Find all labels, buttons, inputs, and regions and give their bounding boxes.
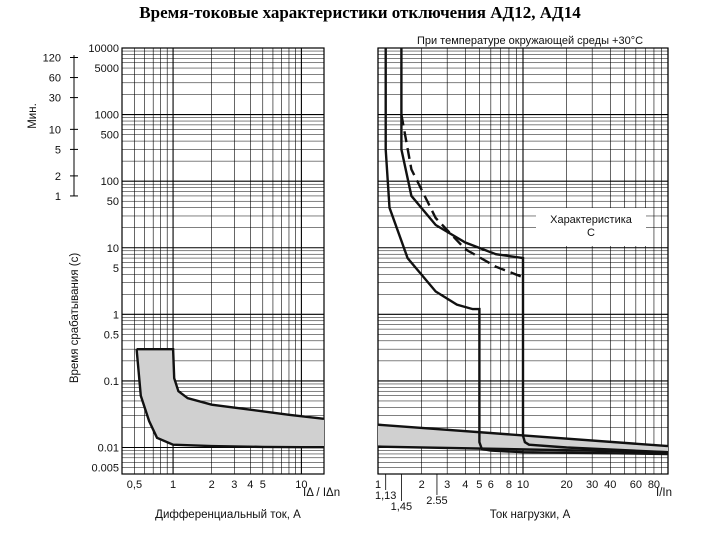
right-tick-labels: 1 2 3 4 5 6 8 10 20 30 40 60 80 1,131,45 2.55 <box>375 474 660 513</box>
y-tick-label: 0.1 <box>104 376 119 388</box>
extra-x-label: 2.55 <box>426 495 447 507</box>
x-tick-label: 3 <box>231 479 237 491</box>
y-tick-label: 1000 <box>95 110 119 122</box>
left-x-axis-name: IΔ / IΔn <box>303 487 340 499</box>
characteristic-label-line2: С <box>587 227 595 239</box>
x-tick-label: 4 <box>462 479 468 491</box>
y-tick-label: 100 <box>101 176 119 188</box>
x-tick-label: 2 <box>419 479 425 491</box>
extra-x-label: 1,13 <box>375 490 396 502</box>
y-tick-label: 500 <box>101 130 119 142</box>
left-curve-upper <box>136 348 325 420</box>
left-curve-lower <box>135 349 324 449</box>
right-x-axis-name: I/In <box>656 487 672 499</box>
temperature-note: При температуре окружающей среды +30°С <box>417 35 643 47</box>
y-tick-label: 50 <box>107 196 119 208</box>
right-curve-upper-thermal <box>400 48 669 454</box>
y-tick-label: 5 <box>113 263 119 275</box>
x-tick-label: 10 <box>295 479 307 491</box>
minutes-tick-label: 60 <box>49 73 61 85</box>
right-curves <box>377 48 669 456</box>
minutes-axis-label: Мин. <box>27 103 39 129</box>
left-tick-labels: 10000 5000 1000 500 100 50 10 5 1 0.5 0.1 0.01 0.005… <box>88 43 307 491</box>
right-curve-band-lower <box>377 445 669 454</box>
minutes-tick-label: 5 <box>55 144 61 156</box>
characteristic-label-box <box>536 208 646 246</box>
left-shaded-band <box>136 349 324 448</box>
y-tick-label: 5000 <box>95 63 119 75</box>
x-tick-label: 30 <box>586 479 598 491</box>
x-tick-label: 10 <box>517 479 529 491</box>
y-tick-label: 1 <box>113 309 119 321</box>
plot-frame <box>377 47 669 475</box>
x-tick-label: 60 <box>630 479 642 491</box>
plot-frame <box>121 47 325 475</box>
left-x-axis-label: Дифференциальный ток, А <box>155 509 301 521</box>
left-band-area <box>136 349 324 448</box>
x-tick-label: 4 <box>247 479 253 491</box>
minute-tick-labels: 120 60 30 10 5 2 1 <box>43 52 78 203</box>
y-tick-label: 0.01 <box>98 443 119 455</box>
minutes-tick-label: 120 <box>43 52 61 64</box>
minutes-tick-label: 30 <box>49 93 61 105</box>
right-x-axis-label: Ток нагрузки, А <box>490 509 571 521</box>
minutes-tick-label: 1 <box>55 191 61 203</box>
chart-title: Время-токовые характеристики отключения … <box>139 3 581 22</box>
right-curve-characteristic-C-dashed <box>400 114 524 279</box>
minutes-tick-label: 10 <box>49 124 61 136</box>
right-curve-lower-thermal <box>384 48 669 456</box>
x-tick-label: 20 <box>561 479 573 491</box>
extra-x-label: 1,45 <box>391 501 412 513</box>
x-tick-label: 3 <box>444 479 450 491</box>
x-tick-label: 1 <box>170 479 176 491</box>
x-tick-label: 2 <box>209 479 215 491</box>
y-tick-label: 10000 <box>88 43 119 55</box>
x-tick-label: 5 <box>260 479 266 491</box>
y-tick-label: 10 <box>107 243 119 255</box>
x-tick-label: 8 <box>506 479 512 491</box>
minutes-tick-label: 2 <box>55 171 61 183</box>
x-tick-label: 5 <box>476 479 482 491</box>
y-tick-label: 0.5 <box>104 329 119 341</box>
x-tick-label: 40 <box>604 479 616 491</box>
x-tick-label: 0,5 <box>127 479 142 491</box>
x-tick-label: 1 <box>375 479 381 491</box>
x-tick-label: 80 <box>648 479 660 491</box>
x-tick-label: 6 <box>488 479 494 491</box>
characteristic-label-line1: Характеристика <box>550 214 633 226</box>
y-axis-label: Время срабатывания (с) <box>69 253 81 383</box>
y-tick-label: 0.005 <box>91 463 119 475</box>
left-curves <box>135 348 325 449</box>
right-curve-band-upper <box>377 423 669 448</box>
